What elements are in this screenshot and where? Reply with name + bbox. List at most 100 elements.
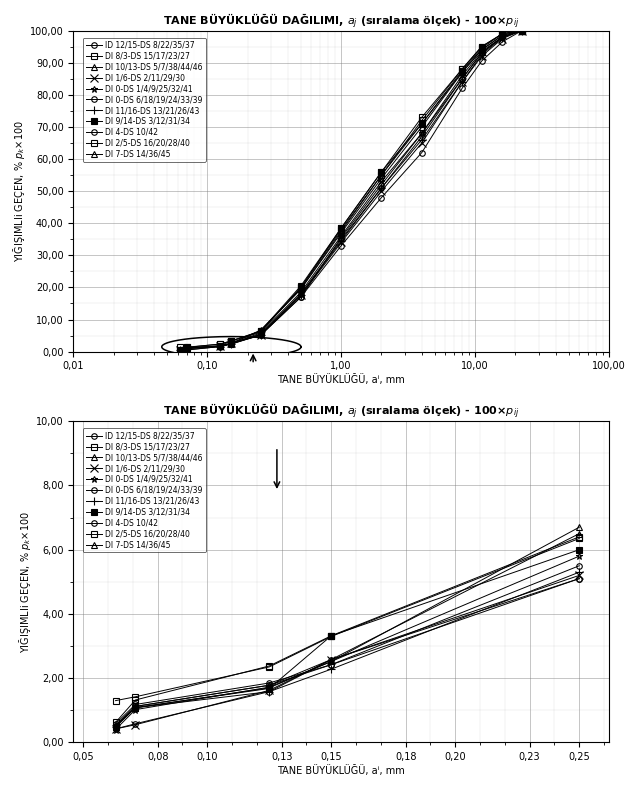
DI 4-DS 10/42 — [131, 719, 139, 729]
DI 2/5-DS 16/20/28/40 — [257, 327, 264, 336]
DI 8/3-DS 15/17/23/27 — [297, 283, 304, 292]
DI 0-DS 6/18/19/24/33/39 — [418, 131, 426, 141]
Line: DI 11/16-DS 13/21/26/43: DI 11/16-DS 13/21/26/43 — [176, 26, 526, 354]
DI 2/5-DS 16/20/28/40 — [338, 224, 345, 233]
DI 9/14-DS 3/12/31/34 — [111, 722, 119, 732]
DI 2/5-DS 16/20/28/40 — [183, 342, 191, 352]
DI 2/5-DS 16/20/28/40 — [266, 661, 273, 671]
DI 0-DS 6/18/19/24/33/39 — [183, 343, 191, 353]
DI 9/14-DS 3/12/31/34 — [217, 342, 224, 351]
DI 0-DS 1/4/9/25/32/41 — [183, 344, 191, 353]
DI 7-DS 14/36/45 — [458, 68, 466, 77]
DI 8/3-DS 15/17/23/27 — [227, 336, 234, 345]
DI 1/6-DS 2/11/29/30 — [176, 345, 184, 355]
DI 10/13-DS 5/7/38/44/46 — [227, 339, 234, 349]
DI 0-DS 1/4/9/25/32/41 — [297, 287, 304, 297]
DI 9/14-DS 3/12/31/34 — [499, 29, 506, 39]
DI 1/6-DS 2/11/29/30 — [131, 720, 139, 730]
ID 12/15-DS 8/22/35/37 — [458, 74, 466, 83]
DI 4-DS 10/42 — [499, 37, 506, 46]
DI 1/6-DS 2/11/29/30 — [327, 655, 335, 664]
DI 0-DS 1/4/9/25/32/41 — [518, 26, 526, 35]
ID 12/15-DS 8/22/35/37 — [257, 331, 264, 340]
DI 1/6-DS 2/11/29/30 — [266, 685, 273, 695]
Line: DI 0-DS 6/18/19/24/33/39: DI 0-DS 6/18/19/24/33/39 — [178, 28, 525, 353]
DI 11/16-DS 13/21/26/43 — [227, 340, 234, 349]
DI 8/3-DS 15/17/23/27 — [458, 65, 466, 74]
DI 7-DS 14/36/45 — [378, 170, 385, 179]
DI 2/5-DS 16/20/28/40 — [478, 42, 485, 51]
DI 0-DS 6/18/19/24/33/39 — [327, 660, 335, 670]
DI 0-DS 1/4/9/25/32/41 — [227, 339, 234, 349]
Legend: ID 12/15-DS 8/22/35/37, DI 8/3-DS 15/17/23/27, DI 10/13-DS 5/7/38/44/46, DI 1/6-: ID 12/15-DS 8/22/35/37, DI 8/3-DS 15/17/… — [83, 428, 206, 552]
DI 9/14-DS 3/12/31/34 — [575, 545, 583, 554]
DI 10/13-DS 5/7/38/44/46 — [111, 721, 119, 730]
DI 10/13-DS 5/7/38/44/46 — [499, 31, 506, 40]
DI 4-DS 10/42 — [418, 148, 426, 157]
DI 7-DS 14/36/45 — [176, 345, 184, 355]
DI 2/5-DS 16/20/28/40 — [176, 345, 184, 354]
Line: DI 0-DS 1/4/9/25/32/41: DI 0-DS 1/4/9/25/32/41 — [177, 27, 526, 354]
ID 12/15-DS 8/22/35/37 — [518, 26, 526, 35]
DI 2/5-DS 16/20/28/40 — [575, 532, 583, 541]
DI 0-DS 1/4/9/25/32/41 — [176, 345, 184, 355]
DI 2/5-DS 16/20/28/40 — [518, 26, 526, 35]
DI 0-DS 1/4/9/25/32/41 — [338, 231, 345, 241]
DI 0-DS 1/4/9/25/32/41 — [111, 725, 119, 734]
DI 9/14-DS 3/12/31/34 — [378, 167, 385, 176]
DI 10/13-DS 5/7/38/44/46 — [183, 343, 191, 353]
DI 11/16-DS 13/21/26/43 — [378, 183, 385, 193]
DI 1/6-DS 2/11/29/30 — [478, 51, 485, 61]
DI 0-DS 1/4/9/25/32/41 — [499, 32, 506, 42]
DI 9/14-DS 3/12/31/34 — [266, 684, 273, 693]
DI 1/6-DS 2/11/29/30 — [217, 342, 224, 351]
DI 10/13-DS 5/7/38/44/46 — [575, 523, 583, 532]
DI 9/14-DS 3/12/31/34 — [478, 43, 485, 53]
DI 1/6-DS 2/11/29/30 — [499, 34, 506, 43]
DI 4-DS 10/42 — [478, 57, 485, 66]
DI 8/3-DS 15/17/23/27 — [378, 170, 385, 179]
DI 8/3-DS 15/17/23/27 — [131, 692, 139, 701]
DI 0-DS 6/18/19/24/33/39 — [458, 74, 466, 83]
Line: ID 12/15-DS 8/22/35/37: ID 12/15-DS 8/22/35/37 — [113, 576, 582, 726]
DI 0-DS 6/18/19/24/33/39 — [131, 702, 139, 711]
ID 12/15-DS 8/22/35/37 — [227, 339, 234, 349]
Line: DI 0-DS 1/4/9/25/32/41: DI 0-DS 1/4/9/25/32/41 — [112, 552, 583, 733]
DI 0-DS 6/18/19/24/33/39 — [266, 681, 273, 690]
DI 0-DS 6/18/19/24/33/39 — [518, 26, 526, 35]
DI 10/13-DS 5/7/38/44/46 — [518, 26, 526, 35]
DI 0-DS 6/18/19/24/33/39 — [257, 329, 264, 338]
DI 2/5-DS 16/20/28/40 — [499, 29, 506, 39]
DI 0-DS 6/18/19/24/33/39 — [297, 289, 304, 298]
Line: DI 8/3-DS 15/17/23/27: DI 8/3-DS 15/17/23/27 — [178, 28, 525, 350]
Line: DI 1/6-DS 2/11/29/30: DI 1/6-DS 2/11/29/30 — [111, 571, 583, 733]
DI 1/6-DS 2/11/29/30 — [378, 187, 385, 196]
ID 12/15-DS 8/22/35/37 — [111, 719, 119, 729]
DI 10/13-DS 5/7/38/44/46 — [418, 122, 426, 131]
DI 2/5-DS 16/20/28/40 — [378, 167, 385, 176]
DI 9/14-DS 3/12/31/34 — [131, 703, 139, 712]
Line: DI 8/3-DS 15/17/23/27: DI 8/3-DS 15/17/23/27 — [113, 536, 582, 704]
DI 4-DS 10/42 — [458, 83, 466, 93]
DI 11/16-DS 13/21/26/43 — [217, 342, 224, 351]
DI 4-DS 10/42 — [327, 655, 335, 664]
Line: DI 4-DS 10/42: DI 4-DS 10/42 — [178, 28, 525, 353]
Line: DI 4-DS 10/42: DI 4-DS 10/42 — [113, 576, 582, 732]
DI 9/14-DS 3/12/31/34 — [518, 26, 526, 35]
DI 7-DS 14/36/45 — [327, 655, 335, 664]
DI 1/6-DS 2/11/29/30 — [257, 331, 264, 340]
DI 8/3-DS 15/17/23/27 — [266, 662, 273, 671]
DI 9/14-DS 3/12/31/34 — [227, 336, 234, 345]
DI 8/3-DS 15/17/23/27 — [111, 696, 119, 705]
DI 10/13-DS 5/7/38/44/46 — [176, 345, 184, 355]
DI 7-DS 14/36/45 — [338, 227, 345, 236]
DI 4-DS 10/42 — [176, 345, 184, 355]
DI 7-DS 14/36/45 — [227, 338, 234, 348]
DI 0-DS 1/4/9/25/32/41 — [217, 342, 224, 351]
DI 4-DS 10/42 — [297, 292, 304, 301]
DI 1/6-DS 2/11/29/30 — [297, 290, 304, 300]
X-axis label: TANE BÜYÜKLÜĞÜ, aⁱ, mm: TANE BÜYÜKLÜĞÜ, aⁱ, mm — [277, 765, 405, 776]
DI 0-DS 6/18/19/24/33/39 — [478, 48, 485, 57]
DI 11/16-DS 13/21/26/43 — [183, 343, 191, 353]
ID 12/15-DS 8/22/35/37 — [338, 233, 345, 242]
